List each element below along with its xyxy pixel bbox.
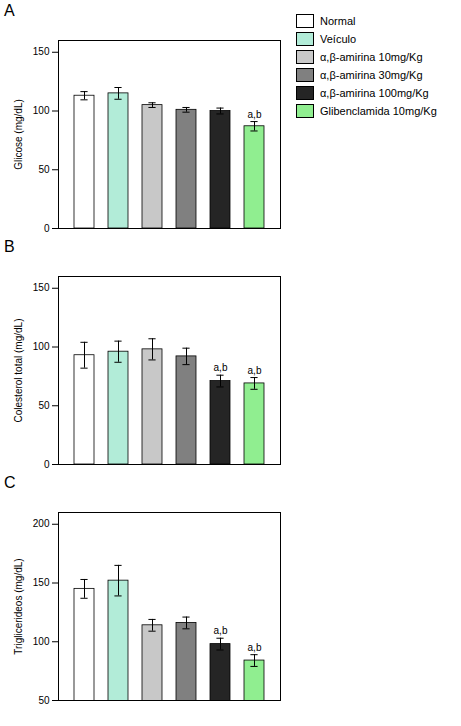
- svg-text:a,b: a,b: [214, 625, 228, 636]
- svg-text:0: 0: [44, 459, 50, 470]
- svg-text:Glicose (mg/dL): Glicose (mg/dL): [13, 99, 24, 170]
- svg-text:100: 100: [33, 341, 50, 352]
- html-text:B: B: [4, 238, 15, 255]
- html-text:α,β-amirina 10mg/Kg: α,β-amirina 10mg/Kg: [320, 51, 423, 63]
- svg-text:50: 50: [38, 695, 50, 706]
- html-text:Veículo: Veículo: [320, 33, 357, 45]
- html-text:Normal: Normal: [320, 15, 356, 27]
- svg-text:50: 50: [38, 400, 50, 411]
- svg-text:a,b: a,b: [214, 362, 228, 373]
- svg-text:Colesterol total (mg/dL): Colesterol total (mg/dL): [13, 319, 24, 423]
- svg-text:Triglicerideos (mg/dL): Triglicerideos (mg/dL): [13, 558, 24, 654]
- html-text:Glibenclamida 10mg/Kg: Glibenclamida 10mg/Kg: [320, 105, 437, 117]
- svg-text:0: 0: [44, 223, 50, 234]
- svg-text:150: 150: [33, 46, 50, 57]
- svg-text:50: 50: [38, 164, 50, 175]
- svg-text:100: 100: [33, 636, 50, 647]
- svg-text:a,b: a,b: [248, 642, 262, 653]
- svg-text:150: 150: [33, 577, 50, 588]
- html-text:A: A: [4, 2, 15, 19]
- html-text:α,β-amirina 100mg/Kg: α,β-amirina 100mg/Kg: [320, 87, 429, 99]
- svg-text:a,b: a,b: [248, 365, 262, 376]
- svg-text:200: 200: [33, 518, 50, 529]
- html-text:C: C: [4, 474, 16, 491]
- svg-text:150: 150: [33, 282, 50, 293]
- svg-text:100: 100: [33, 105, 50, 116]
- html-text:α,β-amirina 30mg/Kg: α,β-amirina 30mg/Kg: [320, 69, 423, 81]
- svg-text:a,b: a,b: [248, 109, 262, 120]
